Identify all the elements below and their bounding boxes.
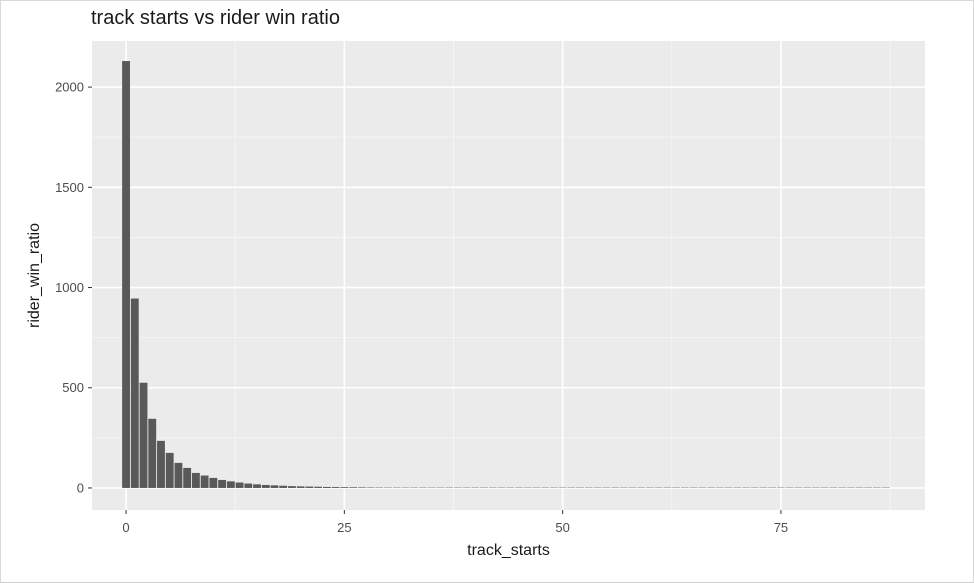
bar xyxy=(235,482,244,488)
chart-title: track starts vs rider win ratio xyxy=(91,7,340,29)
y-axis-title: rider_win_ratio xyxy=(26,223,43,328)
bar xyxy=(331,487,340,488)
bar xyxy=(270,485,279,488)
bar xyxy=(122,61,130,488)
bar xyxy=(191,472,200,488)
bar xyxy=(200,475,209,488)
tick-labels: 0 25 50 75 0 500 1000 1500 2000 xyxy=(55,80,788,535)
bars xyxy=(122,61,890,488)
x-tick-label: 75 xyxy=(774,520,788,535)
y-tick-label: 1000 xyxy=(55,280,84,295)
x-axis-title: track_starts xyxy=(467,542,550,559)
bar xyxy=(314,486,323,488)
axis-ticks xyxy=(88,86,782,514)
bar xyxy=(288,486,296,488)
plot-panel xyxy=(92,41,925,510)
x-tick-label: 50 xyxy=(555,520,569,535)
bar xyxy=(349,487,358,488)
bar xyxy=(261,484,270,488)
bar xyxy=(279,485,288,488)
bar xyxy=(226,481,235,488)
bar xyxy=(218,479,227,488)
bar xyxy=(148,418,157,488)
x-tick-label: 0 xyxy=(122,520,129,535)
y-tick-label: 500 xyxy=(62,380,84,395)
grid-minor xyxy=(92,41,925,510)
y-tick-label: 0 xyxy=(77,480,84,495)
bar xyxy=(157,440,165,488)
bar xyxy=(209,477,218,488)
bar xyxy=(340,487,349,488)
y-tick-label: 2000 xyxy=(55,80,84,95)
bar xyxy=(357,487,366,488)
y-tick-label: 1500 xyxy=(55,180,84,195)
x-tick-label: 25 xyxy=(337,520,351,535)
bar xyxy=(130,298,139,488)
bar xyxy=(165,452,174,488)
bar xyxy=(305,486,314,488)
bar xyxy=(253,484,261,488)
bar xyxy=(183,467,192,488)
bar xyxy=(296,486,305,488)
bar xyxy=(244,483,253,488)
bar xyxy=(366,487,375,488)
bar xyxy=(322,486,331,488)
bar xyxy=(139,382,148,488)
bar xyxy=(174,462,183,488)
